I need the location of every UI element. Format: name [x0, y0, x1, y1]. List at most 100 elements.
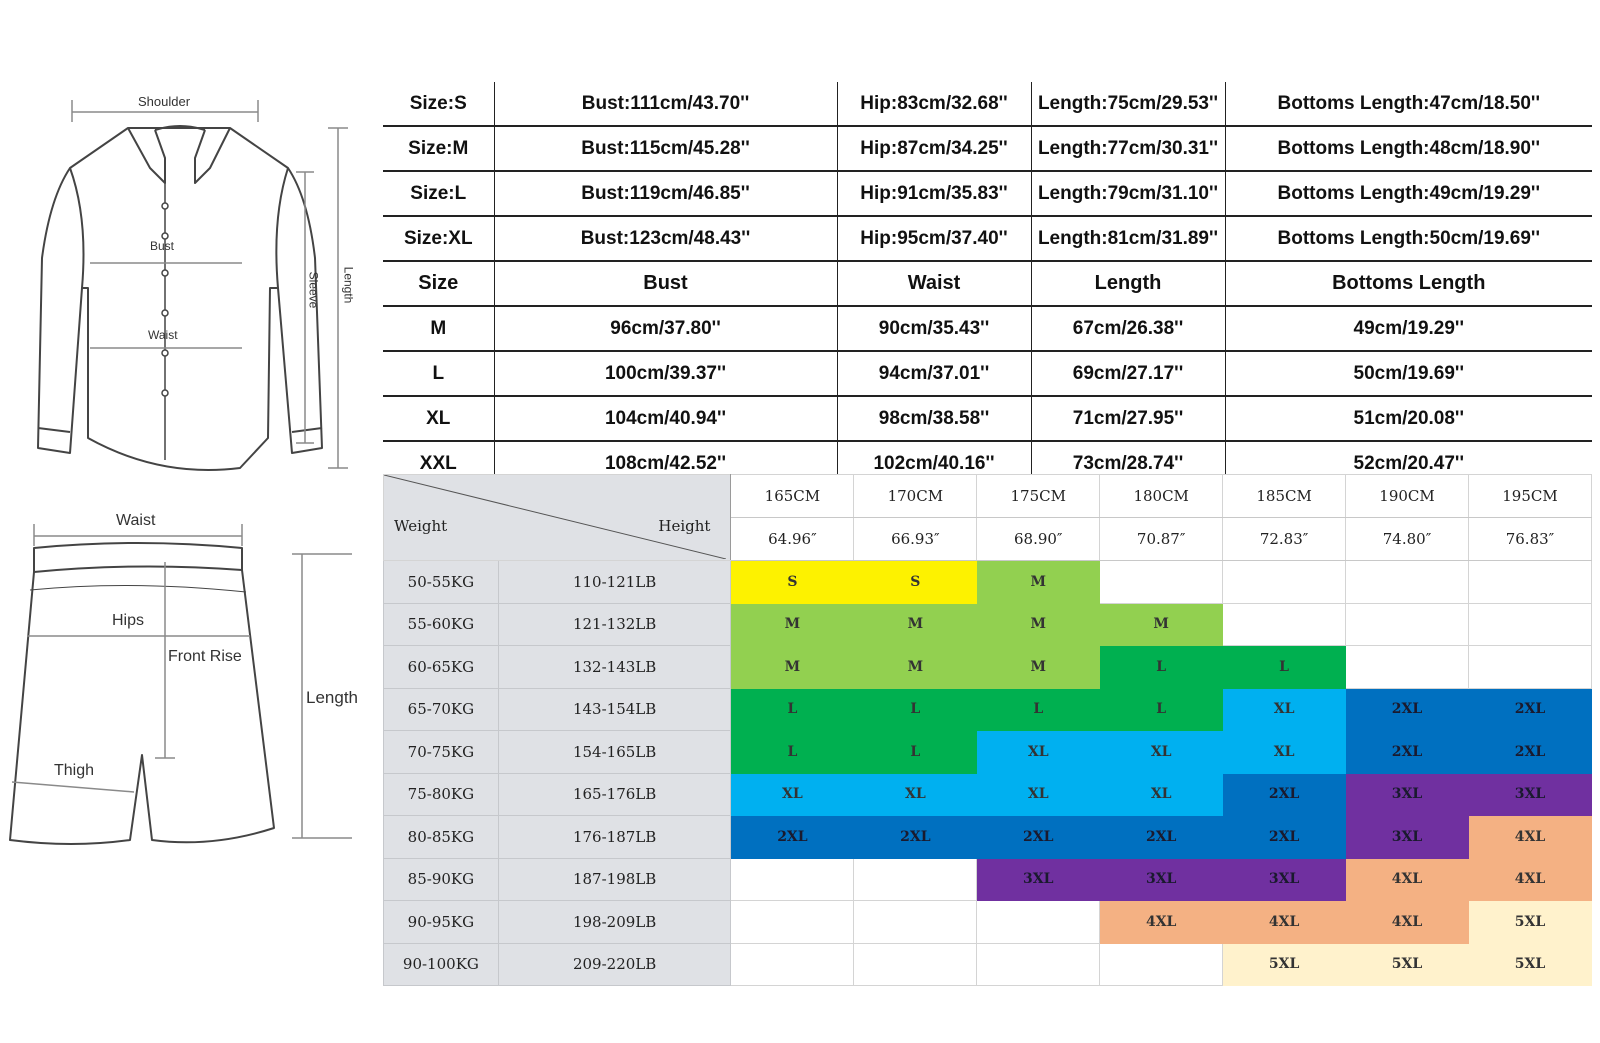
hip-cell: Hip:91cm/35.83'': [836, 171, 1031, 217]
recommended-size-cell: L: [976, 687, 1101, 731]
recommended-size-cell: 2XL: [976, 815, 1101, 859]
measurement-row: Size:M Bust:115cm/45.28'' Hip:87cm/34.25''…: [383, 126, 1592, 172]
empty-size-cell: [853, 900, 978, 944]
weight-kg-cell: 50-55KG: [383, 560, 499, 604]
recommended-size-cell: XL: [853, 772, 978, 816]
recommended-size-cell: 2XL: [1467, 730, 1593, 774]
weight-kg-cell: 80-85KG: [383, 815, 499, 859]
empty-size-cell: [1345, 645, 1469, 689]
height-cm-header: 175CM: [976, 474, 1101, 518]
empty-size-cell: [730, 900, 855, 944]
recommended-size-cell: L: [853, 730, 978, 774]
length-label: Length: [341, 266, 356, 304]
measurement-row: Size:L Bust:119cm/46.85'' Hip:91cm/35.83''…: [383, 171, 1592, 217]
recommended-size-cell: 2XL: [1099, 815, 1224, 859]
bottoms-length-cell: 50cm/19.69'': [1224, 351, 1592, 397]
weight-lb-cell: 110-121LB: [497, 560, 732, 604]
corner-weight-label: Weight: [394, 517, 448, 535]
weight-lb-cell: 209-220LB: [497, 942, 732, 986]
recommended-size-cell: M: [730, 602, 855, 646]
recommended-size-cell: 4XL: [1467, 857, 1593, 901]
empty-size-cell: [730, 942, 855, 986]
recommended-size-cell: L: [730, 730, 855, 774]
recommended-size-cell: 4XL: [1345, 857, 1469, 901]
recommended-size-cell: 3XL: [1467, 772, 1593, 816]
recommended-size-cell: S: [730, 560, 855, 604]
weight-lb-cell: 143-154LB: [497, 687, 732, 731]
size-cell: XL: [383, 396, 494, 442]
recommended-size-cell: M: [1099, 602, 1224, 646]
recommended-size-cell: 4XL: [1099, 900, 1224, 944]
measurement-row: XL 104cm/40.94'' 98cm/38.58'' 71cm/27.95'' 5…: [383, 396, 1592, 442]
measurement-header-row: Size Bust Waist Length Bottoms Length: [383, 261, 1592, 307]
bust-cell: Bust:123cm/48.43'': [493, 216, 837, 262]
weight-lb-cell: 121-132LB: [497, 602, 732, 646]
recommended-size-cell: 2XL: [853, 815, 978, 859]
recommended-size-cell: 5XL: [1467, 942, 1593, 986]
height-in-header: 72.83″: [1222, 517, 1347, 561]
waist-cell: 94cm/37.01'': [836, 351, 1031, 397]
weight-lb-cell: 187-198LB: [497, 857, 732, 901]
recommended-size-cell: M: [976, 560, 1101, 604]
waist-cell: 98cm/38.58'': [836, 396, 1031, 442]
length-cell: Length:81cm/31.89'': [1030, 216, 1225, 262]
weight-kg-cell: 70-75KG: [383, 730, 499, 774]
recommended-size-cell: 2XL: [1345, 687, 1469, 731]
size-cell: Size:XL: [383, 216, 494, 262]
corner-height-label: Height: [658, 517, 711, 535]
measurement-table: Size:S Bust:111cm/43.70'' Hip:83cm/32.68''…: [383, 82, 1592, 485]
bust-cell: 100cm/39.37'': [493, 351, 837, 397]
height-in-header: 68.90″: [976, 517, 1101, 561]
recommended-size-cell: 3XL: [1099, 857, 1224, 901]
size-cell: M: [383, 306, 494, 352]
recommended-size-cell: 3XL: [1345, 772, 1469, 816]
height-cm-header: 195CM: [1467, 474, 1593, 518]
hip-cell: Hip:95cm/37.40'': [836, 216, 1031, 262]
weight-row: 55-60KG 121-132LB M M M M: [383, 602, 1593, 646]
shorts-outline-icon: [9, 524, 352, 845]
weight-lb-cell: 176-187LB: [497, 815, 732, 859]
thigh-label: Thigh: [54, 762, 95, 779]
shirt-diagram: Shoulder Bust Waist Sleeve Length: [30, 88, 370, 480]
weight-lb-cell: 132-143LB: [497, 645, 732, 689]
recommended-size-cell: 3XL: [976, 857, 1101, 901]
weight-row: 90-95KG 198-209LB 4XL 4XL 4XL 5XL: [383, 900, 1593, 944]
length-cell: Length:77cm/30.31'': [1030, 126, 1225, 172]
bust-cell: 96cm/37.80'': [493, 306, 837, 352]
empty-size-cell: [1467, 560, 1593, 604]
weight-row: 75-80KG 165-176LB XL XL XL XL 2XL 3XL 3XL: [383, 772, 1593, 816]
recommended-size-cell: M: [976, 602, 1101, 646]
empty-size-cell: [1345, 560, 1469, 604]
height-in-header: 76.83″: [1467, 517, 1593, 561]
height-cm-header: 190CM: [1345, 474, 1469, 518]
hip-cell: Hip:83cm/32.68'': [836, 82, 1031, 127]
length-cell: 71cm/27.95'': [1030, 396, 1225, 442]
bust-label: Bust: [150, 239, 175, 253]
grid-header-cm-row: Weight Height 165CM 170CM 175CM 180CM 185CM 1…: [382, 474, 1593, 561]
weight-kg-cell: 75-80KG: [383, 772, 499, 816]
weight-kg-cell: 90-100KG: [383, 942, 499, 986]
bottoms-length-cell: Bottoms Length:47cm/18.50'': [1224, 82, 1592, 127]
weight-kg-cell: 65-70KG: [383, 687, 499, 731]
weight-row: 80-85KG 176-187LB 2XL 2XL 2XL 2XL 2XL 3XL 4XL: [383, 815, 1593, 859]
shorts-diagram: Waist Hips Front Rise Length Thigh: [2, 510, 370, 855]
recommended-size-cell: XL: [730, 772, 855, 816]
waist-cell: 90cm/35.43'': [836, 306, 1031, 352]
recommended-size-cell: M: [976, 645, 1101, 689]
grid-header-in-row: 64.96″ 66.93″ 68.90″ 70.87″ 72.83″ 74.80″ 76.8…: [384, 517, 1593, 561]
recommended-size-cell: M: [853, 645, 978, 689]
measurement-row: L 100cm/39.37'' 94cm/37.01'' 69cm/27.17'' 50…: [383, 351, 1592, 397]
weight-row: 50-55KG 110-121LB S S M: [383, 560, 1593, 604]
measurement-row: Size:XL Bust:123cm/48.43'' Hip:95cm/37.40'…: [383, 216, 1592, 262]
weight-kg-cell: 55-60KG: [383, 602, 499, 646]
empty-size-cell: [1099, 560, 1224, 604]
measurement-row: Size:S Bust:111cm/43.70'' Hip:83cm/32.68''…: [383, 82, 1592, 127]
bottoms-length-cell: Bottoms Length:50cm/19.69'': [1224, 216, 1592, 262]
height-in-header: 64.96″: [730, 517, 855, 561]
empty-size-cell: [1467, 645, 1593, 689]
recommended-size-cell: 4XL: [1345, 900, 1469, 944]
header-size: Size: [383, 261, 494, 307]
bottoms-length-cell: 49cm/19.29'': [1224, 306, 1592, 352]
sleeve-label: Sleeve: [306, 271, 321, 309]
empty-size-cell: [976, 900, 1101, 944]
